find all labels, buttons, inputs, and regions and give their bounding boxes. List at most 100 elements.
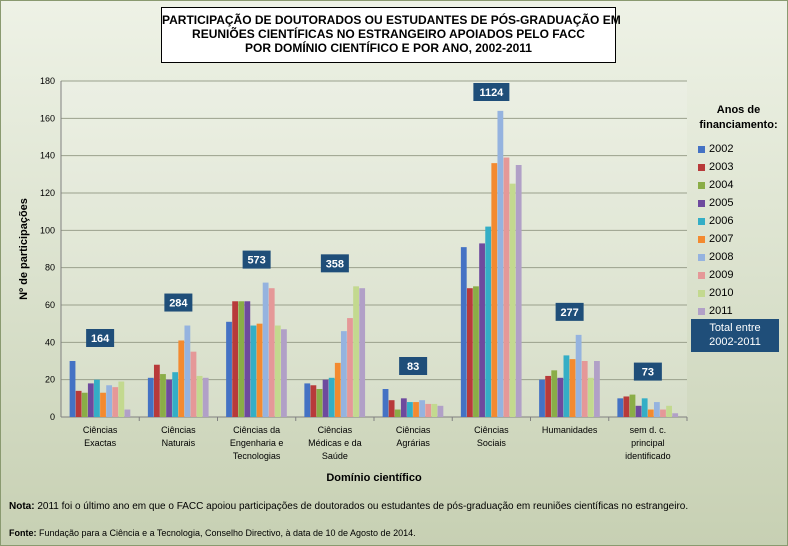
bar-2002 [69, 361, 76, 417]
bar-2007 [100, 392, 106, 417]
bar-2006 [485, 226, 492, 417]
x-tick-label: Humanidades [542, 425, 598, 435]
total-value: 358 [326, 258, 344, 270]
bar-2009 [660, 409, 666, 417]
bar-2009 [190, 351, 197, 417]
x-tick-label: Ciências [396, 425, 431, 435]
bar-2006 [328, 377, 335, 417]
total-label-line-2: 2002-2011 [709, 336, 761, 348]
bar-2004 [238, 301, 245, 417]
x-tick-label: sem d. c. [630, 425, 667, 435]
legend-title: Anos de financiamento: [691, 103, 786, 133]
bar-2009 [268, 288, 275, 417]
legend-item-2006: 2006 [698, 212, 733, 230]
legend-item-2007: 2007 [698, 230, 733, 248]
x-tick-label: Sociais [477, 438, 507, 448]
bar-2011 [359, 288, 366, 417]
bar-2007 [491, 163, 498, 417]
bar-2010 [274, 325, 281, 417]
bar-2008 [575, 334, 582, 417]
bar-2010 [118, 381, 125, 417]
total-value: 83 [407, 361, 419, 373]
legend-label: 2002 [709, 143, 734, 155]
x-tick-label: Tecnologias [233, 451, 281, 461]
bar-2007 [256, 323, 263, 417]
total-badge [399, 357, 428, 375]
bar-2006 [94, 379, 100, 417]
bar-2009 [425, 403, 432, 417]
legend-label: 2007 [709, 233, 734, 245]
source-note: Fonte: Fundação para a Ciência e a Tecno… [9, 528, 416, 538]
legend-swatch [698, 181, 705, 189]
bar-2011 [515, 165, 522, 417]
bar-2006 [250, 325, 257, 417]
x-tick-label: Agrárias [396, 438, 430, 448]
bar-2002 [304, 383, 311, 417]
bar-2007 [413, 402, 419, 417]
x-tick-label: Ciências [318, 425, 353, 435]
bar-2006 [641, 398, 648, 417]
x-tick-label: identificado [625, 451, 671, 461]
total-badge [473, 83, 510, 101]
legend-item-2005: 2005 [698, 194, 733, 212]
legend-item-2002: 2002 [698, 140, 733, 158]
total-badge [633, 362, 662, 381]
legend-item-2003: 2003 [698, 158, 733, 176]
bar-2003 [153, 364, 160, 417]
bar-2005 [322, 379, 329, 417]
chart-title: PARTICIPAÇÃO DE DOUTORADOS OU ESTUDANTES… [161, 7, 621, 63]
total-value: 1124 [479, 87, 504, 99]
bar-2011 [594, 361, 600, 417]
bar-2002 [147, 377, 154, 417]
x-tick-label: Ciências [474, 425, 509, 435]
bar-2003 [310, 385, 317, 417]
legend-swatch [698, 289, 705, 297]
total-value: 164 [91, 333, 110, 345]
bar-2006 [407, 402, 413, 417]
bar-2011 [281, 329, 287, 417]
legend-label: 2011 [709, 305, 733, 317]
legend-label: 2008 [709, 251, 734, 263]
legend-swatch [698, 253, 705, 261]
bar-2002 [617, 398, 624, 417]
bar-2007 [569, 359, 576, 417]
legend-swatch [698, 145, 705, 153]
bar-2004 [316, 389, 323, 417]
bar-2005 [400, 398, 407, 417]
total-badge [164, 293, 193, 312]
bar-2004 [394, 409, 401, 417]
x-tick-label: Naturais [162, 438, 196, 448]
bar-2008 [340, 331, 347, 417]
legend-item-2004: 2004 [698, 176, 733, 194]
y-tick-label: 80 [45, 263, 55, 273]
y-tick-label: 100 [40, 225, 55, 235]
bar-2009 [347, 318, 353, 417]
legend-title-line-1: Anos de [716, 104, 761, 116]
x-tick-label: Médicas e da [308, 438, 362, 448]
bar-2009 [112, 387, 119, 417]
source-label: Fonte: [9, 528, 37, 538]
y-tick-label: 0 [50, 412, 55, 422]
bar-2010 [353, 286, 359, 417]
bar-2010 [509, 183, 516, 417]
legend-label: 2009 [709, 269, 734, 281]
legend-swatch [698, 307, 705, 315]
bar-2009 [581, 361, 588, 417]
legend-label: 2006 [709, 215, 734, 227]
total-badge [555, 302, 584, 321]
bar-2008 [497, 110, 504, 417]
bar-2005 [479, 243, 485, 417]
note-label: Nota: [9, 501, 35, 512]
y-tick-label: 120 [40, 188, 55, 198]
legend-label: 2005 [709, 197, 734, 209]
x-tick-label: Ciências [161, 425, 196, 435]
legend-swatch [698, 271, 705, 279]
bar-2003 [466, 288, 473, 417]
bar-2004 [160, 374, 166, 417]
y-tick-label: 140 [40, 151, 55, 161]
bar-2010 [196, 375, 203, 417]
bar-2002 [226, 321, 232, 417]
total-value: 284 [169, 298, 188, 310]
bar-2011 [437, 405, 444, 417]
